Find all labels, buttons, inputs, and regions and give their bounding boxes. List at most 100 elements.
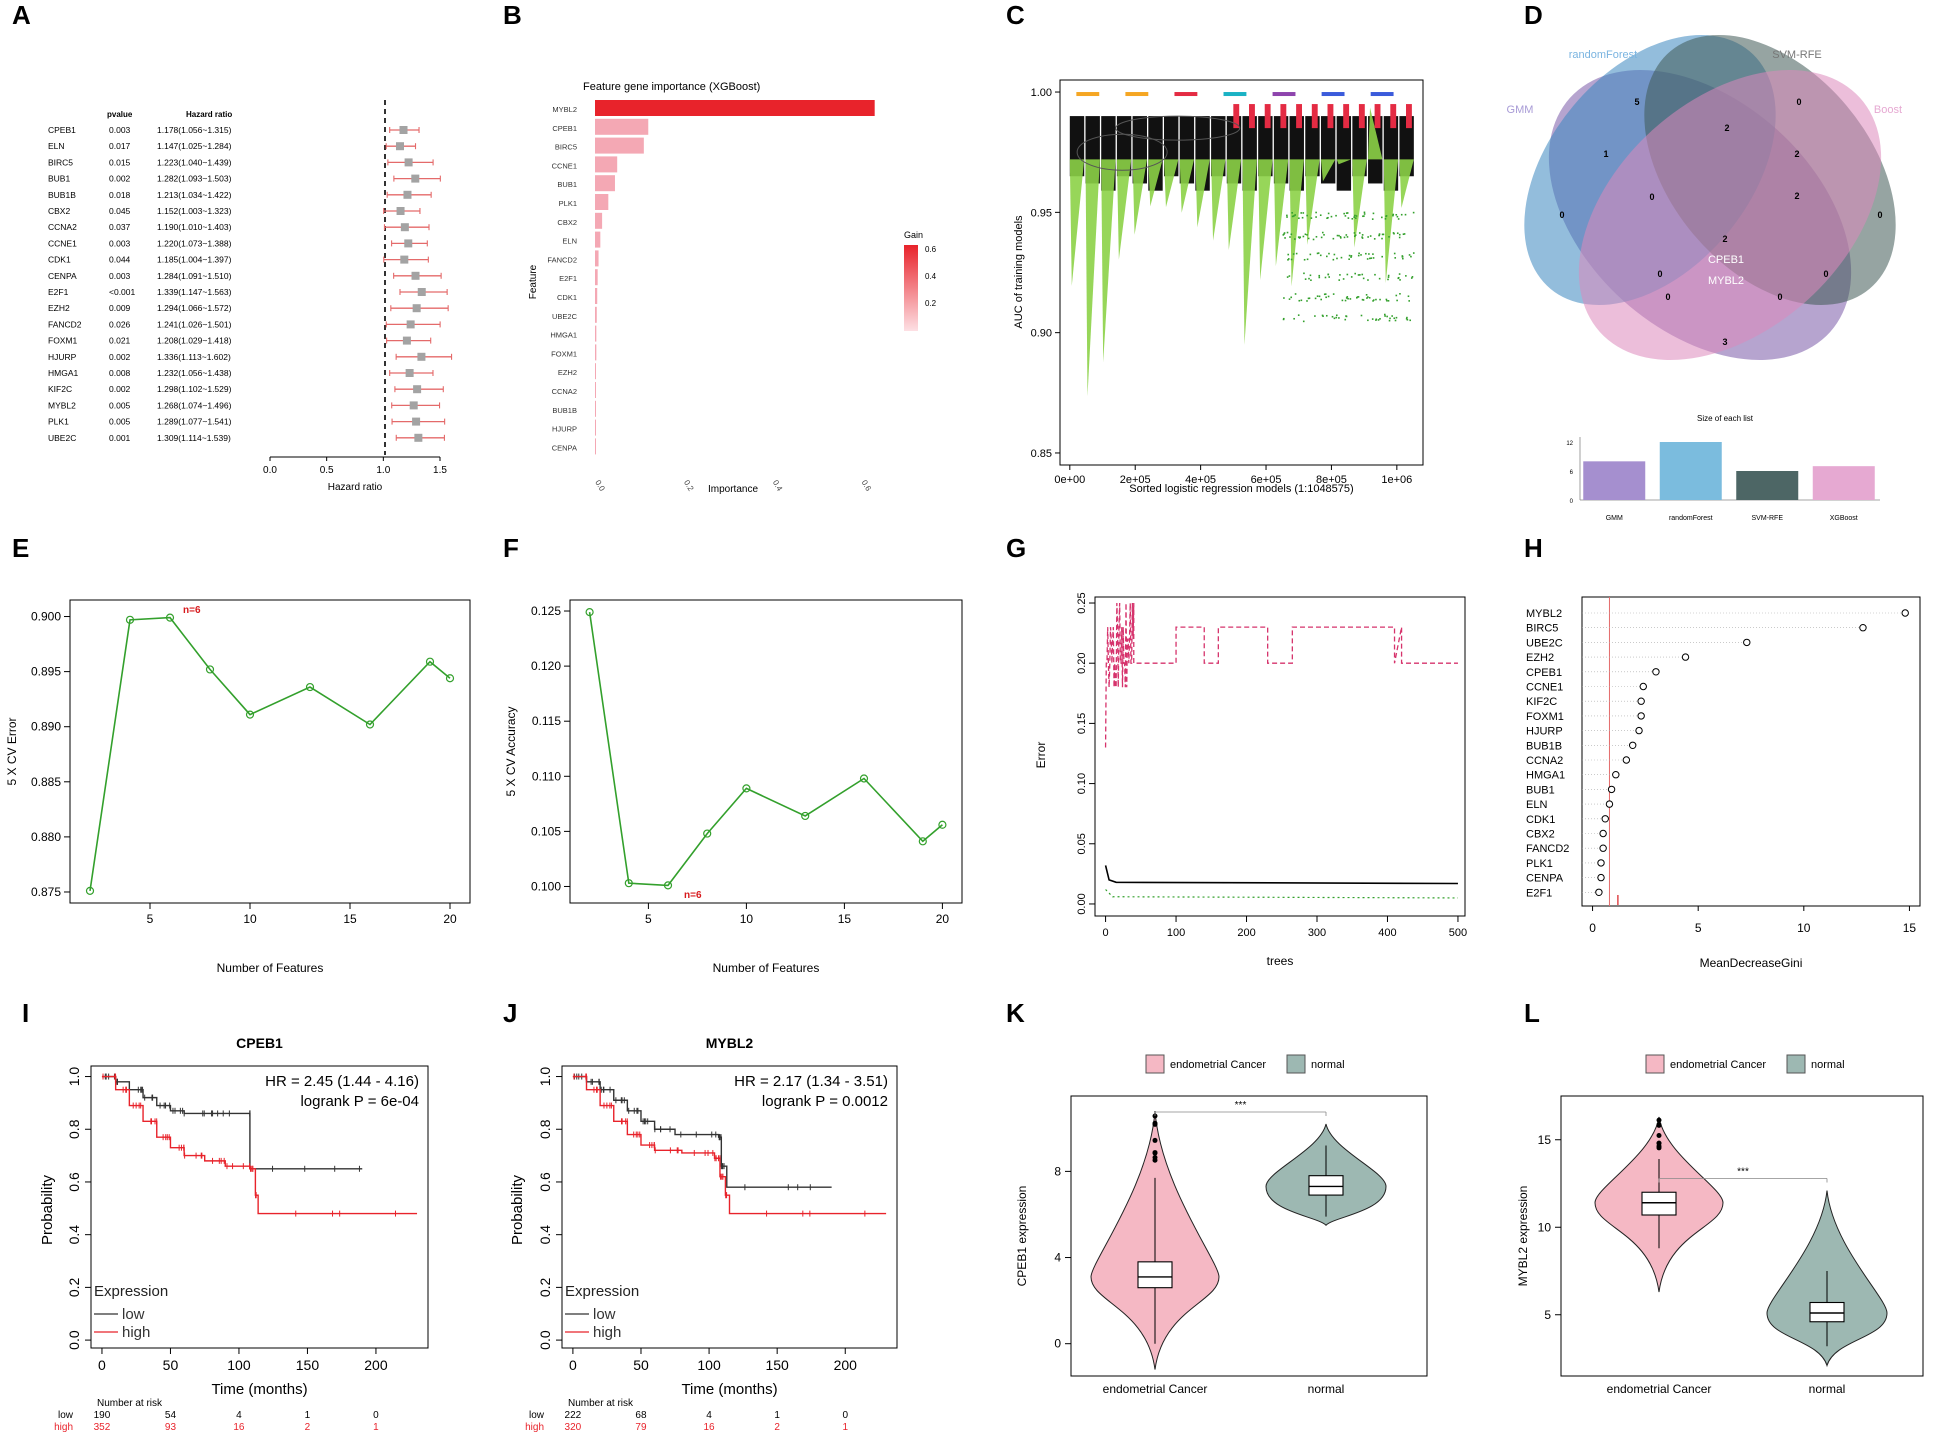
forest-gene-label: FANCD2 [48,319,82,329]
xgb-feature-label: CENPA [552,443,577,452]
forest-point [404,158,413,167]
km-mybl2-risk-low: 4 [706,1410,712,1421]
violin-mybl2-box [1641,1191,1677,1216]
auc-green-point [1378,234,1381,237]
auc-green-point [1333,253,1336,256]
km-mybl2-risk-high: 79 [635,1422,647,1433]
auc-xtick-label: 6e+05 [1251,474,1282,486]
forest-hr-text: 1.152(1.003~1.323) [157,206,232,216]
cv-accuracy-ytick-label: 0.115 [532,714,561,728]
auc-green-point [1388,319,1391,322]
rf-xtick-label: 400 [1378,927,1396,939]
auc-green-point [1356,296,1359,298]
cv-accuracy-frame [569,599,963,904]
auc-ytick-label: 0.85 [1031,448,1052,460]
auc-green-point [1297,236,1300,238]
km-cpeb1-ylabel: Probability [39,1174,56,1245]
cv-accuracy-ylabel: 5 X CV Accuracy [504,706,518,796]
auc-green-point [1360,254,1362,256]
auc-green-point [1343,212,1345,215]
auc-green-point [1367,319,1369,322]
km-cpeb1-legend-high-label: high [122,1324,150,1341]
auc-green-point [1348,258,1350,261]
forest-gene-label: CENPA [48,271,77,281]
auc-green-point [1292,253,1295,255]
cv-accuracy-point [663,881,673,890]
auc-green-point [1398,233,1401,236]
auc-green-point [1393,317,1396,320]
auc-green-point [1290,233,1293,236]
forest-hr-text: 1.336(1.113~1.602) [157,352,231,362]
cv-error-point [245,710,255,719]
auc-green-point [1361,234,1364,236]
auc-red-band [1233,104,1240,129]
km-cpeb1-xtick-label: 50 [163,1357,179,1373]
auc-green-point [1306,300,1308,302]
cv-error-xtick-label: 10 [243,912,257,926]
gini-feature-label: HMGA1 [1526,770,1565,782]
auc-green-point [1299,236,1302,239]
auc-green-point [1308,297,1311,300]
cv-error-point [425,657,435,666]
xgb-bar [595,250,599,267]
forest-pvalue: 0.021 [109,336,131,346]
auc-green-point [1340,256,1343,259]
auc-xtick-label: 0e+00 [1054,474,1085,486]
xgb-bar [595,419,596,436]
forest-point [403,190,412,199]
cv-error-point [305,682,315,692]
km-cpeb1-ytick-label: 0.2 [66,1277,82,1297]
cv-accuracy-point [938,820,947,829]
auc-green-point [1395,316,1398,319]
auc-green-point [1381,216,1383,219]
auc-green-spike [1148,159,1163,207]
km-cpeb1-risk-low: 0 [373,1410,379,1421]
auc-green-point [1387,274,1390,277]
xgb-bar [595,400,596,417]
auc-green-point [1295,252,1298,255]
xgb-title: Feature gene importance (XGBoost) [583,81,760,93]
auc-green-point [1317,252,1320,254]
forest-hr-text: 1.185(1.004~1.397) [157,255,232,265]
venn-region-count: 2 [1724,123,1729,133]
venn-set-label: SVM-RFE [1772,49,1822,61]
forest-gene-label: BUB1B [48,190,76,200]
auc-green-point [1302,212,1305,214]
forest-gene-label: KIF2C [48,384,72,394]
gini-feature-label: FOXM1 [1526,711,1564,723]
forest-point [402,336,411,345]
auc-green-point [1335,316,1338,319]
violin-mybl2-legend-cancer-label: endometrial Cancer [1670,1059,1766,1071]
forest-point [417,288,426,296]
auc-green-point [1325,296,1327,299]
auc-green-point [1321,314,1324,317]
auc-green-point [1345,234,1348,236]
auc-green-point [1304,278,1307,280]
auc-green-point [1315,211,1317,214]
gini-point [1635,726,1643,735]
auc-green-point [1320,236,1323,239]
auc-green-point [1344,299,1347,302]
xgb-bar [595,212,603,229]
auc-green-point [1344,318,1347,321]
xgb-feature-label: FANCD2 [547,255,577,264]
venn-region-count: 0 [1649,192,1654,202]
venn-bar-category: randomForest [1669,515,1713,522]
auc-green-point [1350,255,1353,257]
auc-green-point [1322,315,1324,318]
km-cpeb1-risk-title: Number at risk [97,1398,163,1409]
forest-gene-label: PLK1 [48,417,69,427]
auc-black-band [1336,116,1352,191]
venn-region-count: 5 [1634,97,1639,107]
forest-hr-text: 1.147(1.025~1.284) [157,141,232,151]
auc-green-point [1308,277,1310,280]
cv-error-xtick-label: 5 [147,912,154,926]
gini-point [1637,697,1645,705]
auc-green-point [1314,315,1316,317]
forest-hr-text: 1.268(1.074~1.496) [157,400,232,410]
auc-green-point [1326,255,1328,258]
venn-xgb-ellipse [1578,70,1882,360]
cv-accuracy-ytick-label: 0.100 [531,879,561,893]
km-mybl2-risk-low: 0 [842,1410,848,1421]
forest-pvalue: 0.002 [109,174,131,184]
